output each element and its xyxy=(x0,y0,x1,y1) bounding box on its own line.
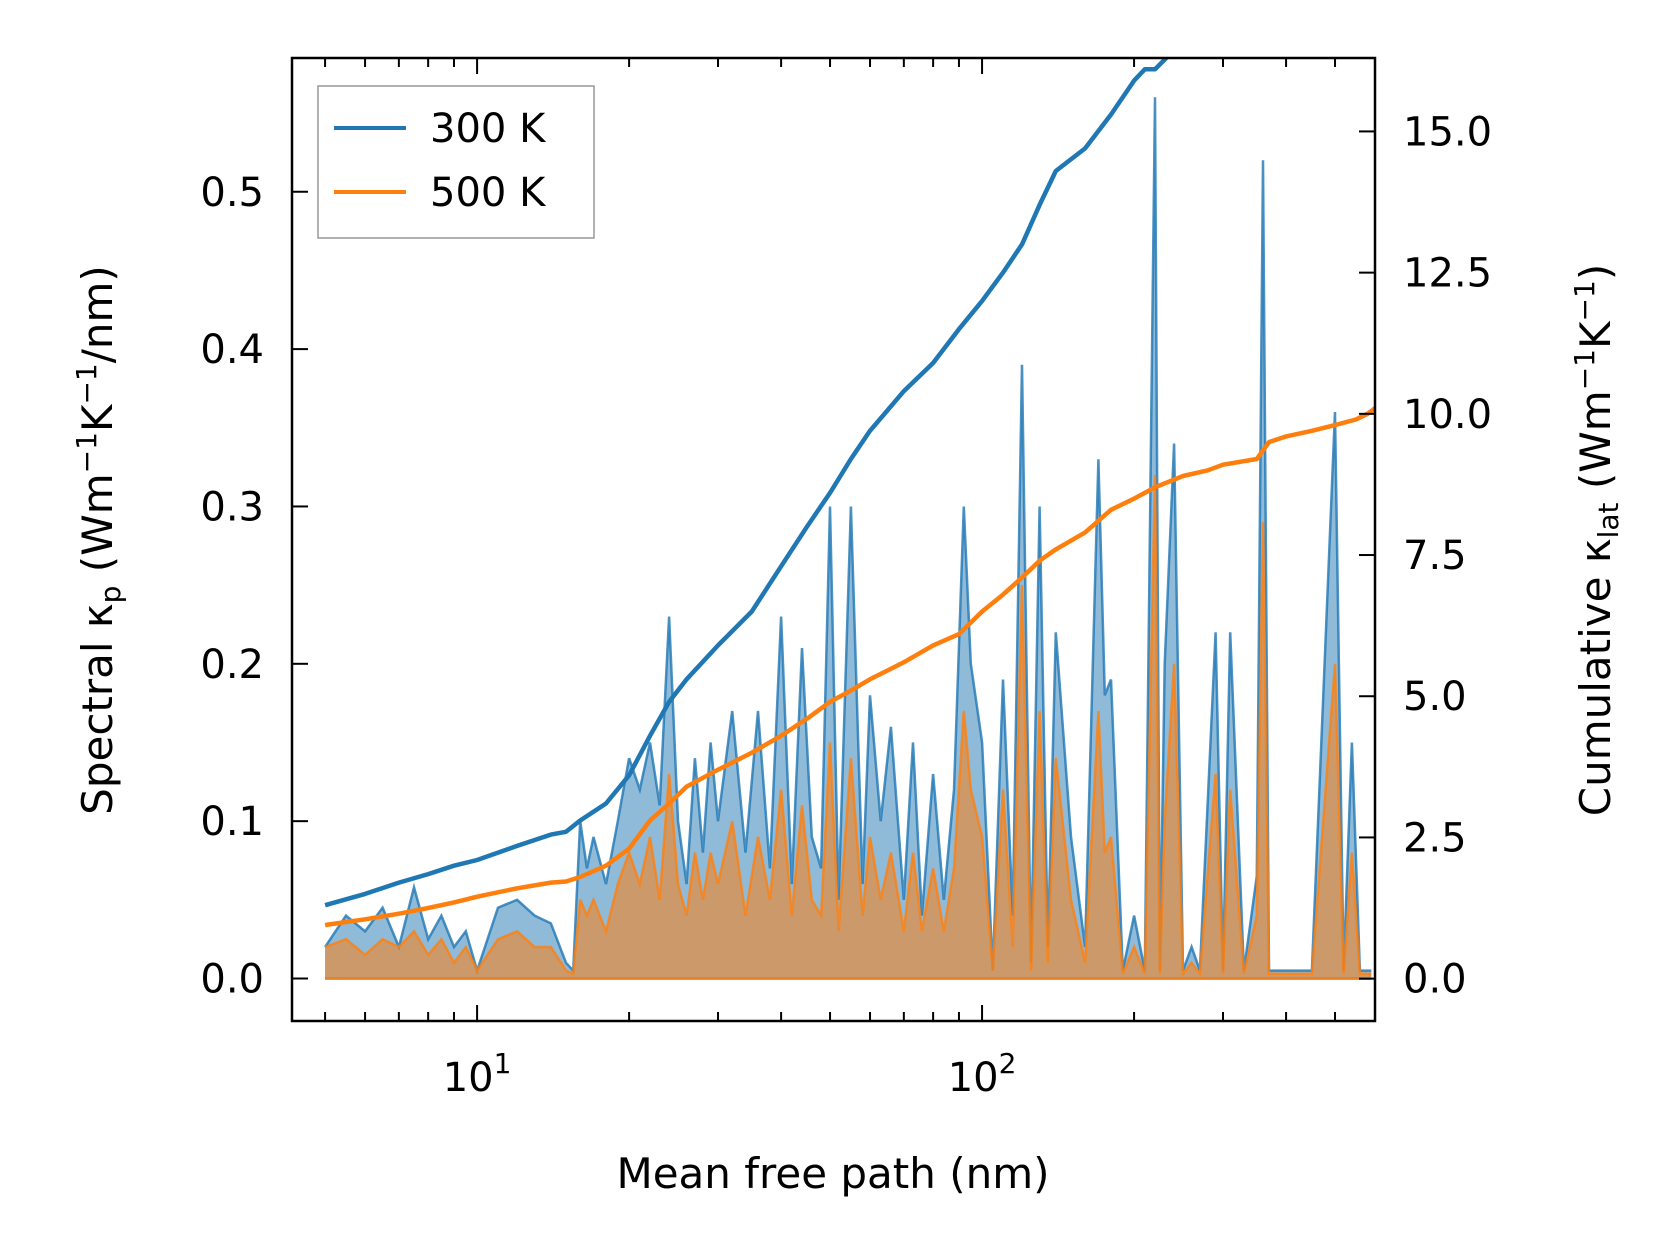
y-right-base: Cumulative κ xyxy=(1571,538,1620,816)
y-left-base: Spectral κ xyxy=(73,603,122,815)
y-left-sub: p xyxy=(94,586,127,604)
y-right-tick-label: 15.0 xyxy=(1403,109,1492,155)
y-right-tick-label: 2.5 xyxy=(1403,815,1467,861)
legend-box xyxy=(317,85,595,239)
y-axis-left: 0.0 0.1 0.2 0.3 0.4 0.5 xyxy=(200,170,308,1003)
spectral-line-500k xyxy=(324,474,1372,978)
y-right-sup1: −1 xyxy=(1568,349,1601,390)
legend: 300 K 500 K xyxy=(317,85,595,239)
spectral-fill-300k xyxy=(325,97,1372,979)
x-tick-label: 101 xyxy=(443,1047,512,1101)
x-axis-title: Mean free path (nm) xyxy=(616,1149,1049,1198)
plot-frame xyxy=(290,56,1377,1023)
y-left-sup2: −1 xyxy=(70,363,103,404)
y-right-tick-label: 12.5 xyxy=(1403,251,1492,297)
y-right-sup2: −1 xyxy=(1568,280,1601,321)
cumulative-series-layer xyxy=(324,58,1375,928)
x-tick-label: 102 xyxy=(948,1047,1017,1101)
y-left-tick-label: 0.4 xyxy=(200,327,264,373)
y-left-tick-label: 0.5 xyxy=(200,170,264,216)
y-left-tick-label: 0.1 xyxy=(200,799,264,845)
y-right-tick-label: 5.0 xyxy=(1403,674,1467,720)
y-axis-left-title: Spectral κp (Wm−1K−1/nm) xyxy=(70,265,127,815)
y-right-unit-close: ) xyxy=(1571,264,1620,280)
spectral-series-layer xyxy=(324,97,1372,980)
y-axis-right: 0.0 2.5 5.0 7.5 10.0 12.5 15.0 xyxy=(1359,109,1492,1003)
y-left-unit-mid: K xyxy=(73,403,122,432)
legend-label-500k: 500 K xyxy=(430,170,547,216)
cumulative-line-500k xyxy=(324,406,1375,928)
y-left-unit-close: /nm) xyxy=(73,265,122,363)
y-right-unit-mid: K xyxy=(1571,320,1620,349)
y-left-sup1: −1 xyxy=(70,432,103,473)
y-axis-right-title: Cumulative κlat (Wm−1K−1) xyxy=(1568,264,1625,816)
spectral-fill-500k xyxy=(325,475,1372,979)
y-right-unit-open: (Wm xyxy=(1571,390,1620,502)
y-right-tick-label: 0.0 xyxy=(1403,957,1467,1003)
cumulative-line-300k xyxy=(324,58,1170,908)
y-left-tick-label: 0.0 xyxy=(200,957,264,1003)
x-axis: 101 102 xyxy=(324,58,1376,1101)
legend-label-300k: 300 K xyxy=(430,106,547,152)
y-left-tick-label: 0.3 xyxy=(200,484,264,530)
y-left-unit-open: (Wm xyxy=(73,473,122,585)
y-right-sub: lat xyxy=(1592,502,1625,538)
y-right-tick-label: 7.5 xyxy=(1403,533,1467,579)
y-left-tick-label: 0.2 xyxy=(200,642,264,688)
y-right-tick-label: 10.0 xyxy=(1403,392,1492,438)
